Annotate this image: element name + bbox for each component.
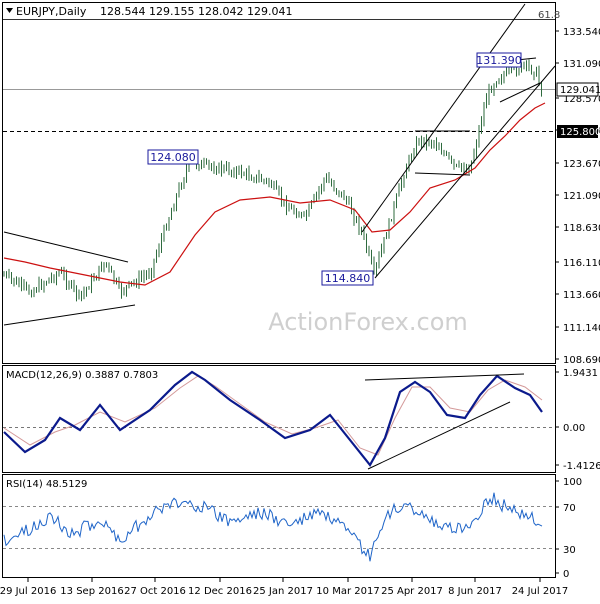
x-tick-label: 12 Dec 2016	[188, 586, 252, 597]
macd-axis-ticks: 1.9431 0.00 -1.4126	[555, 368, 600, 472]
rsi-tick-label: 0	[563, 569, 569, 580]
macd-trendline	[364, 373, 525, 381]
x-tick-label: 13 Sep 2016	[60, 586, 123, 597]
trendline	[3, 231, 129, 263]
annotation-label: 131.390	[476, 54, 522, 67]
symbol-label: EURJPY,Daily	[16, 5, 87, 18]
rsi-line	[3, 492, 543, 562]
price-tick-label: 128.570	[563, 94, 600, 105]
dropdown-triangle-icon[interactable]	[6, 8, 13, 13]
trendline	[374, 65, 556, 279]
x-tick-label: 24 Jul 2017	[512, 586, 569, 597]
candlesticks	[3, 59, 542, 302]
moving-average-line	[3, 102, 546, 286]
trendline	[3, 304, 136, 326]
x-axis-ticks: 29 Jul 2016 13 Sep 2016 27 Oct 2016 12 Dec …	[0, 578, 568, 597]
trendline	[414, 172, 471, 176]
x-tick-label: 27 Oct 2016	[124, 586, 186, 597]
price-tick-label: 111.140	[563, 323, 600, 334]
annotation-label: 124.080	[150, 151, 196, 164]
rsi-panel-frame	[2, 474, 556, 578]
ohlc-values: 128.544 129.155 128.042 129.041	[100, 5, 292, 18]
macd-tick-label: 0.00	[563, 423, 585, 434]
price-annotations: 124.080 114.840 131.390	[147, 52, 522, 286]
macd-label: MACD(12,26,9) 0.3887 0.7803	[6, 370, 158, 381]
x-tick-label: 25 Apr 2017	[381, 586, 443, 597]
price-tick-label: 113.660	[563, 290, 600, 301]
x-tick-label: 8 Jun 2017	[448, 586, 502, 597]
macd-line	[3, 370, 543, 467]
trendline	[499, 82, 541, 103]
header: EURJPY,Daily 128.544 129.155 128.042 129…	[6, 5, 560, 21]
support-price-text: 125.800	[560, 127, 600, 138]
rsi-label: RSI(14) 48.5129	[6, 479, 87, 490]
x-tick-label: 29 Jul 2016	[0, 586, 56, 597]
price-tick-label: 123.670	[563, 159, 600, 170]
macd-signal-line	[3, 375, 543, 456]
macd-trendline	[367, 401, 511, 470]
price-tick-label: 133.540	[563, 27, 600, 38]
trendlines	[3, 3, 556, 326]
price-panel-frame	[2, 2, 556, 364]
macd-tick-label: -1.4126	[563, 461, 600, 472]
price-tick-label: 118.630	[563, 223, 600, 234]
rsi-axis-ticks: 100 70 30 0	[555, 477, 582, 580]
macd-trendlines	[364, 373, 525, 470]
annotation-box	[476, 52, 522, 68]
rsi-tick-label: 30	[563, 545, 576, 556]
fib-label: 61.8	[538, 10, 560, 21]
price-tick-label: 131.090	[563, 59, 600, 70]
current-price-tag: 129.041	[556, 82, 600, 97]
x-tick-label: 25 Jan 2017	[253, 586, 313, 597]
annotation-box	[321, 270, 374, 286]
support-price-tag: 125.800	[557, 125, 600, 138]
watermark: ActionForex.com	[268, 308, 468, 336]
x-tick-label: 10 Mar 2017	[316, 586, 379, 597]
price-tick-label: 121.090	[563, 191, 600, 202]
macd-panel-frame	[2, 365, 556, 473]
price-tick-label: 108.690	[563, 355, 600, 366]
annotation-box	[147, 149, 199, 165]
current-price-text: 129.041	[560, 85, 600, 96]
rsi-tick-label: 70	[563, 503, 576, 514]
price-axis-ticks: 133.540131.090128.570126.120123.670121.0…	[555, 27, 600, 366]
annotation-label: 114.840	[325, 272, 371, 285]
macd-tick-label: 1.9431	[563, 368, 598, 379]
price-tick-label: 116.110	[563, 258, 600, 269]
rsi-tick-label: 100	[563, 477, 582, 488]
trendline	[361, 3, 526, 233]
